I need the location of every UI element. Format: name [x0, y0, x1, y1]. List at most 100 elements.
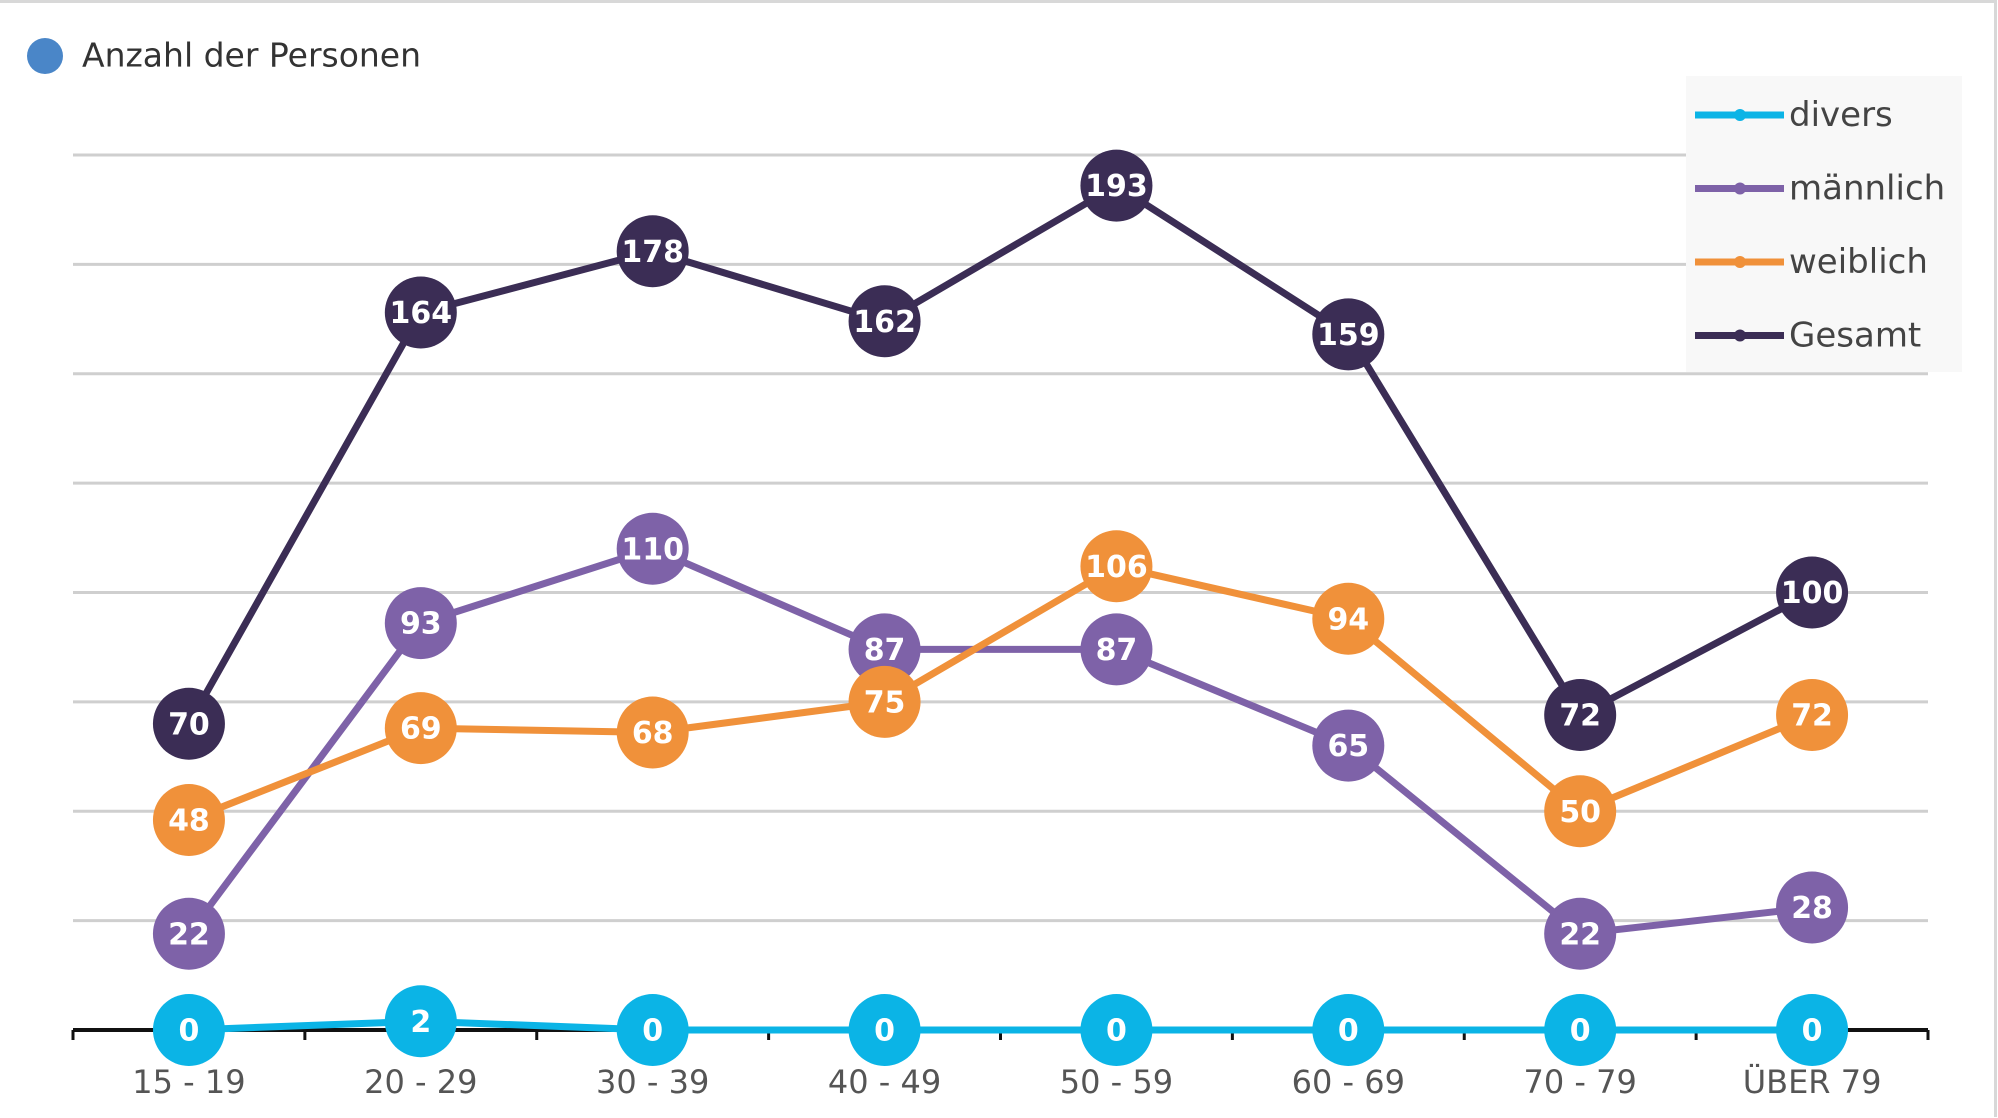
data-point-weiblich: 68	[616, 696, 689, 769]
data-label: 72	[1559, 699, 1601, 734]
legend-label: männlich	[1789, 169, 1945, 209]
data-point-weiblich: 72	[1776, 679, 1849, 751]
data-label: 48	[168, 804, 210, 839]
point-marker	[1776, 556, 1849, 629]
point-marker	[1544, 897, 1617, 970]
legend-item-m-nnlich[interactable]: männlich	[1695, 169, 1945, 209]
data-label: 0	[1106, 1014, 1127, 1049]
data-point-m-nnlich: 22	[1544, 897, 1617, 970]
chart-title-text: Anzahl der Personen	[82, 36, 421, 75]
point-marker	[1312, 582, 1385, 655]
series-line-divers	[188, 1017, 1813, 1034]
data-label: 2	[410, 1005, 431, 1040]
data-label: 100	[1781, 576, 1844, 611]
data-point-divers: 0	[616, 994, 689, 1066]
series-line-m-nnlich	[186, 545, 1813, 938]
data-point-divers: 0	[1080, 994, 1153, 1066]
legend-label: divers	[1789, 95, 1893, 135]
point-marker	[1312, 298, 1385, 371]
point-marker	[1544, 775, 1617, 848]
legend-marker-icon	[1734, 182, 1746, 195]
point-marker	[1312, 994, 1385, 1066]
data-label: 110	[621, 532, 684, 567]
point-marker	[1080, 149, 1153, 222]
series-line-weiblich	[187, 562, 1814, 824]
data-label: 87	[864, 633, 906, 668]
x-axis: 15 - 19 20 - 29 30 - 39 40 - 49 50 - 59 60 - …	[71, 1028, 1930, 1101]
legend-label: Gesamt	[1789, 316, 1921, 356]
data-point-gesamt: 162	[848, 285, 921, 358]
x-tick-label: 40 - 49	[828, 1063, 941, 1101]
data-point-gesamt: 178	[616, 215, 689, 288]
point-marker	[616, 215, 689, 288]
x-tick-label: ÜBER 79	[1743, 1063, 1882, 1101]
data-label: 87	[1096, 633, 1138, 668]
data-point-weiblich: 48	[152, 784, 225, 856]
data-point-gesamt: 72	[1544, 679, 1617, 751]
data-label: 75	[864, 685, 906, 720]
point-marker	[848, 665, 921, 738]
data-label: 0	[1570, 1014, 1591, 1049]
point-marker	[384, 276, 457, 349]
data-point-divers: 0	[1544, 994, 1617, 1066]
data-point-divers: 0	[1776, 994, 1849, 1066]
point-marker	[1080, 613, 1153, 686]
point-marker	[384, 692, 457, 765]
point-marker	[848, 285, 921, 358]
point-marker	[152, 784, 225, 856]
point-marker	[616, 994, 689, 1066]
point-marker	[384, 587, 457, 660]
x-tick-label: 70 - 79	[1524, 1063, 1637, 1101]
data-label: 0	[1338, 1014, 1359, 1049]
data-label: 70	[168, 707, 210, 742]
data-label: 50	[1559, 795, 1601, 830]
point-marker	[1080, 530, 1153, 603]
data-point-weiblich: 106	[1080, 530, 1153, 603]
point-marker	[152, 897, 225, 970]
legend-marker-icon	[1734, 256, 1746, 268]
data-label: 0	[1802, 1014, 1823, 1049]
point-marker	[848, 994, 921, 1066]
series-lines	[185, 182, 1814, 1034]
point-marker	[616, 696, 689, 769]
data-point-weiblich: 50	[1544, 775, 1617, 848]
x-tick-label: 30 - 39	[596, 1063, 709, 1101]
legend-item-gesamt[interactable]: Gesamt	[1695, 316, 1921, 356]
point-marker	[616, 512, 689, 585]
x-tick-label: 20 - 29	[364, 1063, 477, 1101]
data-label: 93	[400, 607, 442, 642]
title-marker-icon	[27, 38, 63, 74]
x-tick-label: 50 - 59	[1060, 1063, 1173, 1101]
data-point-m-nnlich: 87	[1080, 613, 1153, 686]
data-point-m-nnlich: 93	[384, 587, 457, 660]
data-label: 65	[1327, 729, 1369, 764]
data-label: 193	[1085, 169, 1148, 204]
legend-item-weiblich[interactable]: weiblich	[1695, 242, 1928, 282]
point-marker	[1776, 871, 1849, 944]
point-marker	[1776, 679, 1849, 751]
point-marker	[152, 687, 225, 760]
point-marker	[1544, 679, 1617, 751]
data-point-weiblich: 69	[384, 692, 457, 765]
data-point-gesamt: 159	[1312, 298, 1385, 371]
data-label: 68	[632, 716, 674, 751]
legend-item-divers[interactable]: divers	[1695, 95, 1893, 135]
data-label: 28	[1791, 891, 1833, 926]
data-label: 159	[1317, 318, 1380, 353]
point-marker	[1544, 994, 1617, 1066]
data-point-m-nnlich: 87	[848, 613, 921, 686]
legend-marker-icon	[1734, 329, 1746, 342]
data-label: 94	[1327, 602, 1369, 637]
data-point-gesamt: 70	[152, 687, 225, 760]
data-point-gesamt: 100	[1776, 556, 1849, 629]
point-marker	[384, 985, 457, 1058]
chart-title: Anzahl der Personen	[27, 36, 421, 75]
data-label: 178	[621, 235, 684, 270]
data-point-divers: 2	[384, 985, 457, 1058]
legend: divers männlich weiblich Gesamt	[1686, 76, 1962, 372]
data-label: 22	[168, 917, 210, 952]
data-point-gesamt: 164	[384, 276, 457, 349]
gridlines	[73, 153, 1928, 923]
data-point-m-nnlich: 22	[152, 897, 225, 970]
